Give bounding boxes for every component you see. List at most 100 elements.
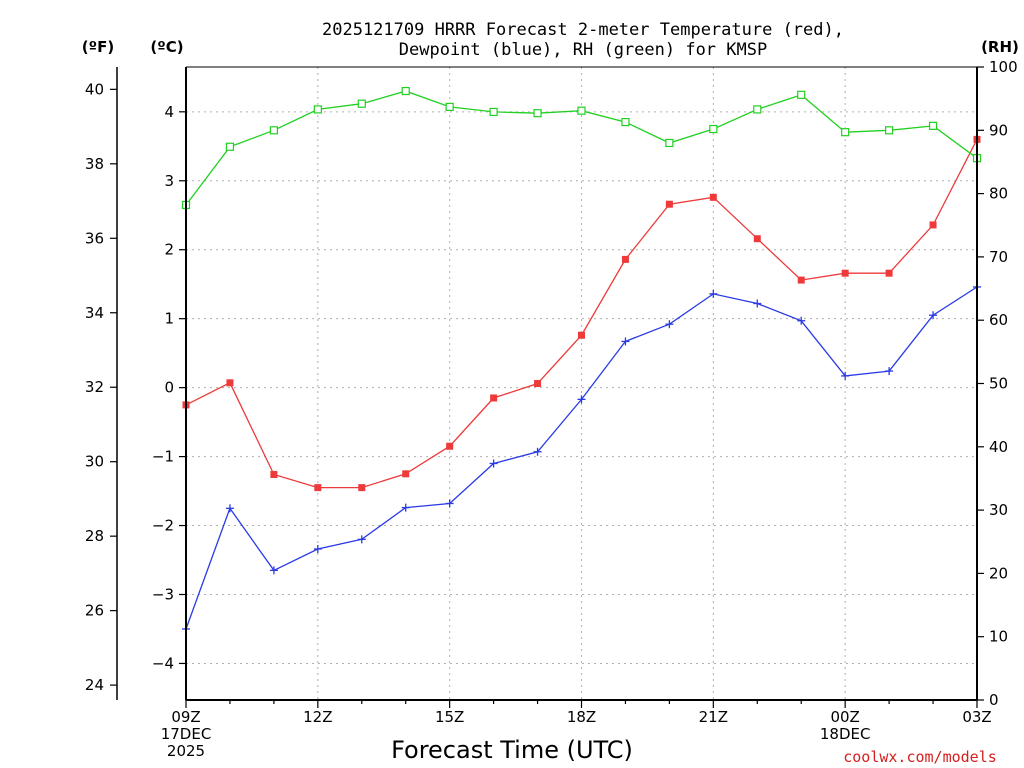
dewpoint-point: [665, 320, 674, 329]
temperature-point: [534, 380, 542, 387]
celsius-unit-label: (ºC): [150, 38, 183, 56]
x-axis-label: Forecast Time (UTC): [391, 736, 633, 764]
celsius-tick-label: 4: [164, 103, 174, 121]
x-tick-label: 00Z: [830, 708, 859, 726]
celsius-tick-label: 0: [164, 379, 174, 397]
dewpoint-point: [357, 535, 366, 544]
rh-point: [357, 99, 366, 108]
x-tick-label: 15Z: [435, 708, 464, 726]
rh-point: [269, 126, 278, 135]
x-tick-label: 09Z: [171, 708, 200, 726]
rh-tick-label: 80: [989, 185, 1008, 203]
dewpoint-point: [797, 316, 806, 325]
dewpoint-point: [841, 371, 850, 380]
temperature-point: [446, 442, 454, 450]
x-tick-label: 2025: [167, 742, 205, 760]
temperature-point: [841, 269, 849, 277]
dewpoint-point: [225, 504, 234, 513]
fahrenheit-tick-label: 34: [85, 304, 104, 322]
fahrenheit-unit-label: (ºF): [82, 38, 114, 56]
fahrenheit-tick-label: 40: [85, 80, 104, 98]
rh-tick-label: 30: [989, 501, 1008, 519]
dewpoint-point: [489, 459, 498, 468]
fahrenheit-tick-label: 36: [85, 229, 104, 247]
x-tick-label: 12Z: [303, 708, 332, 726]
temperature-point: [314, 484, 322, 492]
x-tick-label: 21Z: [699, 708, 728, 726]
temperature-point: [929, 221, 937, 229]
temperature-point: [665, 200, 673, 208]
temperature-point: [402, 470, 410, 478]
temperature-point: [753, 235, 761, 243]
x-tick-label: 17DEC: [161, 725, 212, 743]
dewpoint-point: [533, 447, 542, 456]
rh-point: [621, 117, 630, 127]
rh-point: [885, 126, 894, 135]
celsius-tick-label: −3: [152, 586, 174, 604]
chart-text: 2025121709 HRRR Forecast 2-meter Tempera…: [82, 20, 1019, 766]
rh-point: [709, 124, 718, 134]
dewpoint-point: [753, 299, 762, 308]
temperature-point: [358, 484, 366, 492]
temperature-point: [709, 193, 717, 201]
axes: [110, 66, 984, 708]
rh-point: [401, 86, 410, 96]
rh-tick-label: 20: [989, 564, 1008, 582]
dewpoint-point: [313, 544, 322, 553]
celsius-tick-label: 3: [164, 172, 174, 190]
dewpoint-point: [269, 566, 278, 575]
fahrenheit-tick-label: 38: [85, 155, 104, 173]
dewpoint-point: [929, 311, 938, 320]
dewpoint-point: [885, 367, 894, 376]
rh-point: [753, 105, 762, 114]
credit-text: coolwx.com/models: [843, 748, 997, 766]
rh-point: [577, 106, 586, 115]
dewpoint-point: [445, 499, 454, 508]
temperature-point: [797, 276, 805, 284]
rh-point: [533, 109, 542, 118]
temperature-point: [621, 255, 629, 263]
rh-tick-label: 40: [989, 438, 1008, 456]
dewpoint-point: [401, 503, 410, 512]
x-tick-label: 18Z: [567, 708, 596, 726]
x-tick-label: 03Z: [962, 708, 991, 726]
dewpoint-point: [709, 289, 718, 298]
celsius-tick-label: −2: [152, 517, 174, 535]
rh-tick-label: 100: [989, 58, 1018, 76]
chart-title-line-2: Dewpoint (blue), RH (green) for KMSP: [399, 40, 767, 60]
rh-tick-label: 90: [989, 121, 1008, 139]
rh-tick-label: 0: [989, 691, 999, 709]
dewpoint-point: [577, 395, 586, 404]
celsius-tick-label: −4: [152, 654, 174, 672]
rh-tick-label: 10: [989, 628, 1008, 646]
temperature-point: [578, 331, 585, 339]
temperature-point: [226, 379, 234, 387]
chart-title-line-1: 2025121709 HRRR Forecast 2-meter Tempera…: [322, 20, 844, 40]
rh-tick-label: 70: [989, 248, 1008, 266]
rh-tick-label: 50: [989, 375, 1008, 393]
fahrenheit-tick-label: 26: [85, 602, 104, 620]
x-tick-label: 18DEC: [820, 725, 871, 743]
dewpoint-point: [621, 337, 630, 346]
fahrenheit-tick-label: 30: [85, 453, 104, 471]
series-layer: [181, 86, 982, 633]
fahrenheit-tick-label: 24: [85, 676, 104, 694]
rh-point: [928, 121, 938, 130]
temperature-point: [490, 394, 498, 402]
gridlines: [186, 67, 977, 700]
rh-point: [445, 102, 454, 111]
temperature-point: [885, 269, 893, 277]
rh-tick-label: 60: [989, 311, 1008, 329]
rh-point: [797, 90, 806, 99]
fahrenheit-tick-label: 32: [85, 378, 104, 396]
celsius-tick-label: −1: [152, 448, 174, 466]
rh-point: [489, 107, 498, 117]
rh-point: [665, 138, 674, 148]
fahrenheit-tick-label: 28: [85, 527, 104, 545]
celsius-tick-label: 1: [164, 310, 174, 328]
rh-unit-label: (RH): [981, 38, 1019, 56]
celsius-tick-label: 2: [164, 241, 174, 259]
rh-point: [225, 142, 235, 151]
